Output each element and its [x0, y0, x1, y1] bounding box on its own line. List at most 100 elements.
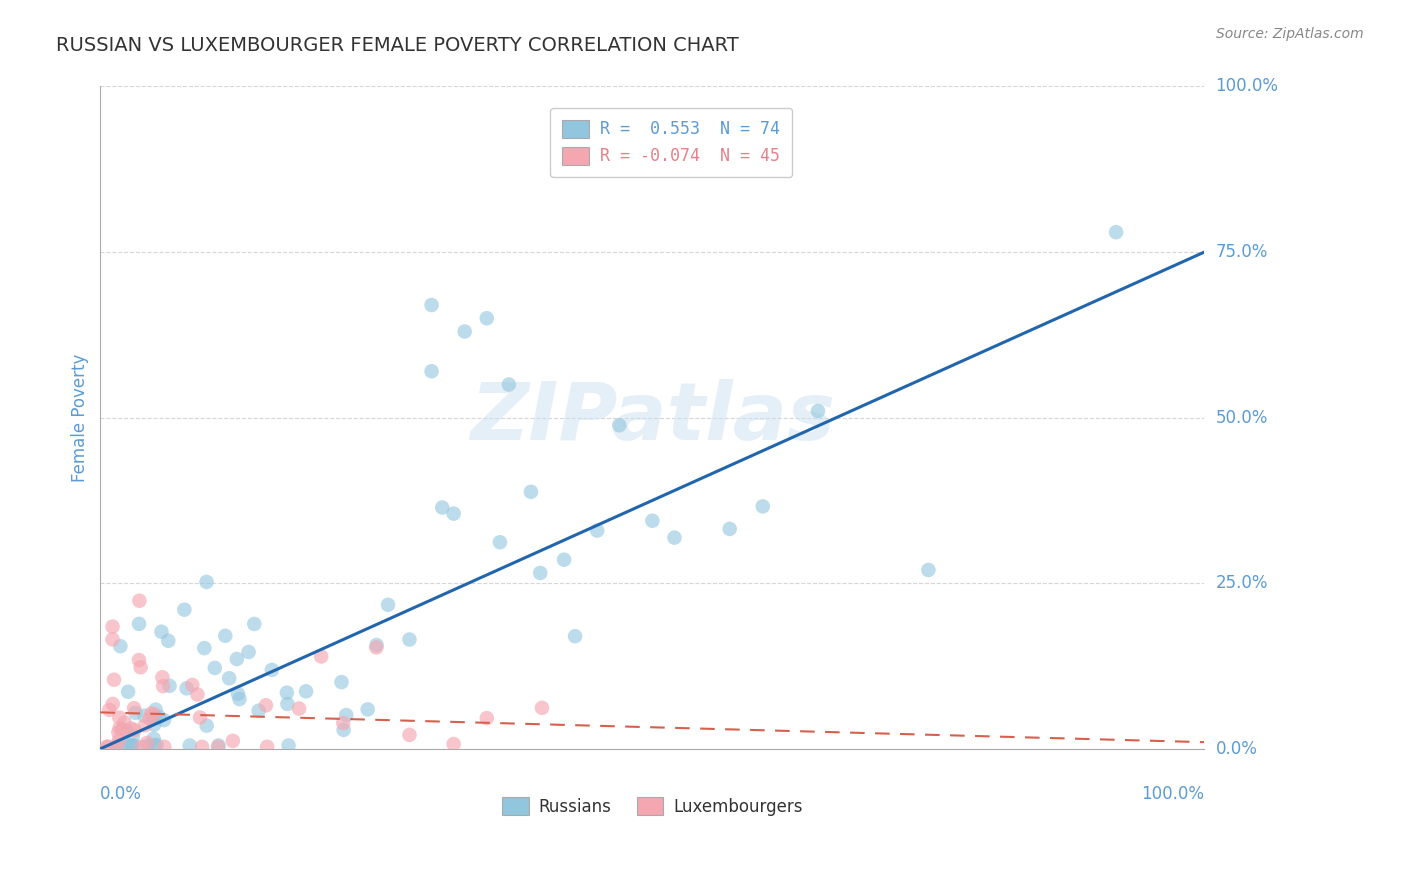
Point [332, 723, 354, 737]
Text: ZIPatlas: ZIPatlas [470, 378, 835, 457]
Point [498, 377, 520, 392]
Point [443, 507, 465, 521]
Point [664, 531, 686, 545]
Point [218, 671, 240, 685]
Point [105, 739, 128, 754]
Point [124, 706, 146, 720]
Point [114, 715, 136, 730]
Point [214, 629, 236, 643]
Point [143, 739, 166, 753]
Point [247, 704, 270, 718]
Point [641, 514, 664, 528]
Point [129, 660, 152, 674]
Point [398, 728, 420, 742]
Point [181, 678, 204, 692]
Point [529, 566, 551, 580]
Point [136, 736, 159, 750]
Point [377, 598, 399, 612]
Text: 0.0%: 0.0% [100, 785, 142, 803]
Point [141, 706, 163, 721]
Point [157, 633, 180, 648]
Point [101, 697, 124, 711]
Point [101, 619, 124, 633]
Point [357, 702, 380, 716]
Point [276, 686, 298, 700]
Point [917, 563, 939, 577]
Point [553, 552, 575, 566]
Point [105, 739, 128, 753]
Point [475, 311, 498, 326]
Point [195, 574, 218, 589]
Point [124, 723, 146, 738]
Point [108, 710, 131, 724]
Point [420, 364, 443, 378]
Point [179, 739, 201, 753]
Point [97, 739, 120, 754]
Point [120, 739, 142, 753]
Point [145, 703, 167, 717]
Point [226, 687, 249, 701]
Point [142, 707, 165, 722]
Point [222, 734, 245, 748]
Point [145, 738, 167, 752]
Point [207, 739, 229, 754]
Point [752, 500, 775, 514]
Point [128, 593, 150, 607]
Point [122, 701, 145, 715]
Point [101, 632, 124, 647]
Point [138, 712, 160, 726]
Point [120, 722, 142, 736]
Point [228, 692, 250, 706]
Point [143, 709, 166, 723]
Text: 50.0%: 50.0% [1216, 409, 1268, 426]
Point [207, 739, 229, 753]
Point [108, 733, 131, 747]
Text: 75.0%: 75.0% [1216, 243, 1268, 261]
Point [128, 616, 150, 631]
Point [398, 632, 420, 647]
Point [107, 725, 129, 739]
Legend: Russians, Luxembourgers: Russians, Luxembourgers [495, 790, 810, 822]
Point [332, 715, 354, 730]
Point [309, 649, 332, 664]
Y-axis label: Female Poverty: Female Poverty [72, 353, 89, 482]
Point [295, 684, 318, 698]
Point [195, 719, 218, 733]
Point [243, 616, 266, 631]
Point [443, 737, 465, 751]
Point [256, 739, 278, 754]
Point [121, 739, 143, 753]
Point [98, 703, 121, 717]
Point [238, 645, 260, 659]
Point [103, 673, 125, 687]
Point [191, 739, 214, 754]
Point [110, 739, 132, 753]
Point [366, 640, 388, 655]
Point [153, 739, 176, 754]
Point [96, 739, 118, 754]
Point [188, 710, 211, 724]
Point [807, 404, 830, 418]
Text: Source: ZipAtlas.com: Source: ZipAtlas.com [1216, 27, 1364, 41]
Point [288, 701, 311, 715]
Point [475, 711, 498, 725]
Point [586, 524, 609, 538]
Point [117, 685, 139, 699]
Point [142, 731, 165, 746]
Text: 25.0%: 25.0% [1216, 574, 1268, 592]
Point [420, 298, 443, 312]
Point [134, 708, 156, 723]
Point [454, 325, 477, 339]
Point [204, 661, 226, 675]
Point [152, 679, 174, 693]
Point [128, 653, 150, 667]
Point [277, 739, 299, 753]
Point [530, 701, 553, 715]
Point [489, 535, 512, 549]
Point [276, 697, 298, 711]
Point [366, 638, 388, 652]
Point [110, 639, 132, 653]
Point [607, 418, 630, 433]
Point [254, 698, 277, 713]
Point [143, 717, 166, 731]
